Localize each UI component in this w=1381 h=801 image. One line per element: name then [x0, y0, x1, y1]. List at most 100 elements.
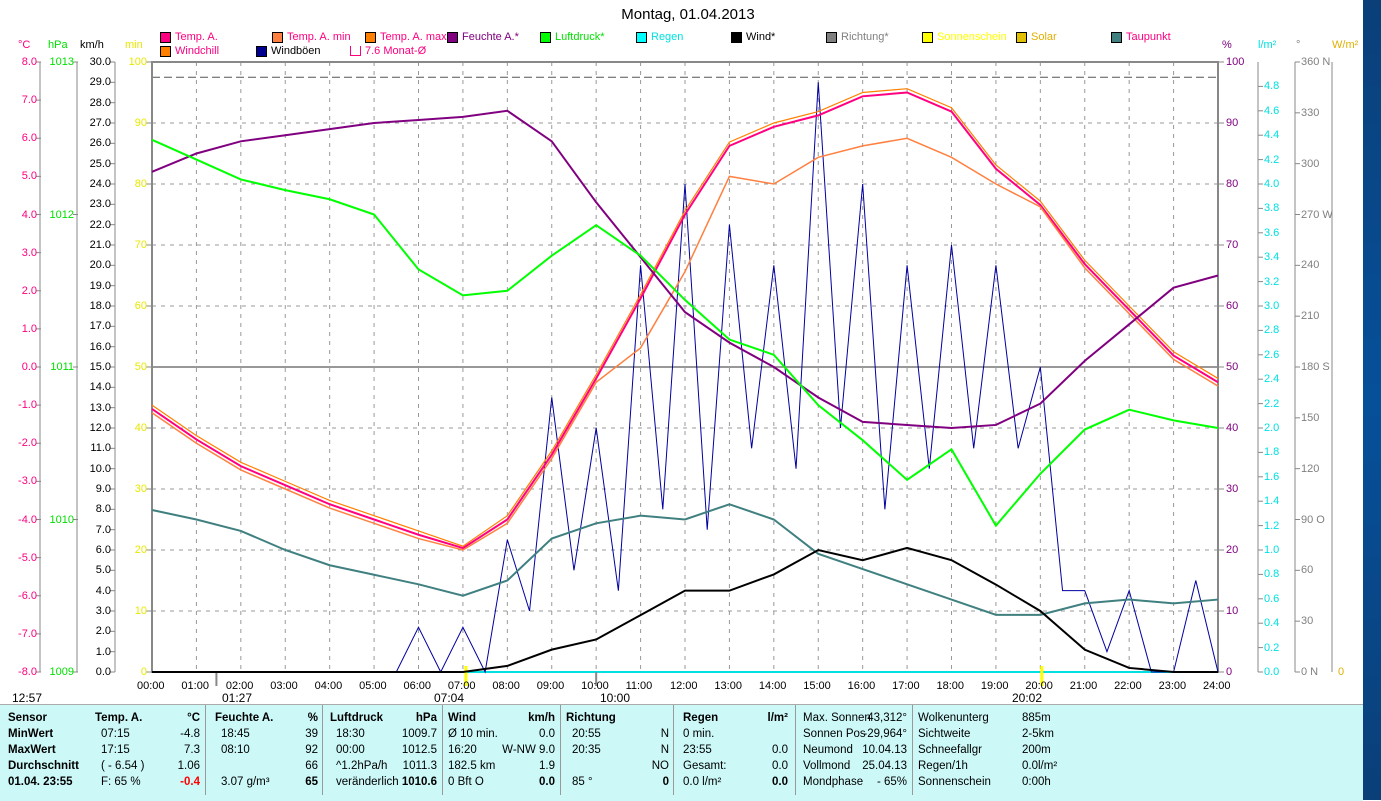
cell-label: 18:45: [221, 728, 250, 740]
series-temp-a-: [151, 91, 1219, 550]
sun-info-value: 10.04.13: [862, 744, 907, 756]
tick-label-kmh: 29.0: [89, 76, 111, 89]
tick-label-rain: 3.0: [1264, 300, 1280, 312]
tick-label-time: 22:00: [1114, 680, 1142, 692]
column-divider: [205, 705, 206, 795]
tick-label-time: 09:00: [536, 680, 565, 692]
column-unit: km/h: [528, 712, 555, 724]
tick-label-time: 17:00: [892, 680, 920, 692]
tick-label-temp: -1.0: [18, 399, 37, 412]
cell-value: -0.4: [180, 776, 200, 788]
legend-swatch: [350, 46, 361, 56]
tick-label-min: 100: [128, 56, 147, 68]
tick-label-kmh: 15.0: [89, 361, 111, 373]
tick-label-temp: 3.0: [21, 246, 37, 259]
tick-label-time: 15:00: [803, 680, 831, 692]
weather-info-label: Wolkenunterg: [918, 712, 989, 724]
column-unit: l/m²: [767, 712, 788, 724]
cell-value: 0.0: [539, 728, 555, 740]
chart-title: Montag, 01.04.2013: [621, 6, 755, 23]
tick-label-kmh: 3.0: [95, 605, 111, 617]
legend-label: Solar: [1031, 31, 1057, 43]
legend-item: Solar: [1016, 31, 1057, 43]
weather-info-value: 0.0l/m²: [1022, 760, 1058, 772]
tick-label-min: 20: [134, 544, 147, 556]
tick-label-rain: 3.8: [1264, 202, 1280, 215]
tick-label-kmh: 13.0: [89, 401, 111, 414]
cell-value: -4.8: [180, 728, 200, 740]
cell-label: 85 °: [572, 776, 593, 788]
tick-label-deg: 0 N: [1301, 666, 1319, 678]
tick-label-kmh: 5.0: [95, 564, 111, 577]
tick-label-min: 30: [134, 483, 147, 495]
legend-label: Regen: [651, 31, 684, 43]
tick-label-kmh: 22.0: [89, 218, 111, 231]
tick-label-kmh: 20.0: [89, 259, 111, 272]
tick-label-kmh: 8.0: [95, 503, 111, 516]
cell-label: F: 65 %: [101, 776, 141, 788]
tick-label-deg: 360 N: [1301, 56, 1331, 68]
tick-label-deg: 150: [1301, 411, 1320, 424]
legend-label: Richtung*: [841, 31, 889, 43]
tick-label-rain: 4.6: [1264, 104, 1280, 117]
tick-label-pct: 50: [1226, 361, 1239, 373]
tick-label-rain: 4.8: [1264, 80, 1280, 93]
tick-label-min: 80: [134, 178, 147, 190]
sun-marker: 20:02: [1012, 691, 1043, 705]
column-header: Richtung: [566, 712, 616, 724]
tick-label-kmh: 6.0: [95, 544, 111, 556]
column-header: Regen: [683, 712, 719, 724]
cell-label: ^1.2hPa/h: [336, 760, 388, 772]
tick-label-pct: 90: [1226, 117, 1239, 129]
legend-item: Wind*: [731, 31, 775, 43]
tick-label-kmh: 2.0: [95, 625, 111, 638]
tick-label-time: 01:00: [181, 680, 209, 692]
unit-solar: W/m²: [1332, 39, 1359, 51]
sun-info-label: Sonnen Pos: [803, 728, 866, 740]
legend-label: Windchill: [175, 45, 220, 57]
cell-label: Gesamt:: [683, 760, 727, 772]
tick-label-deg: 240: [1301, 259, 1320, 272]
tick-label-kmh: 28.0: [89, 96, 111, 109]
legend-swatch: [826, 31, 837, 43]
legend-swatch: [365, 31, 376, 43]
tick-label-kmh: 30.0: [89, 56, 111, 68]
tick-label-time: 10:00: [581, 680, 609, 692]
legend-swatch: [922, 31, 933, 43]
tick-label-temp: 8.0: [21, 56, 37, 68]
legend-item: Regen: [636, 31, 683, 43]
column-divider: [560, 705, 561, 795]
tick-label-rain: 1.4: [1264, 495, 1280, 508]
weather-chart: [36, 61, 1333, 686]
column-unit: hPa: [415, 712, 437, 724]
cell-value: 66: [305, 760, 318, 772]
tick-label-pct: 60: [1226, 300, 1239, 312]
cell-value: 92: [305, 744, 318, 756]
cell-label: 23:55: [683, 744, 712, 756]
cell-label: 08:10: [221, 744, 250, 756]
legend-label: Temp. A. min: [287, 31, 351, 43]
weather-info-value: 0:00h: [1022, 776, 1051, 788]
tick-label-solar: 0: [1338, 666, 1345, 678]
legend-item: Windchill: [160, 45, 219, 57]
tick-label-pct: 70: [1226, 239, 1239, 251]
sensor-row-label: MaxWert: [8, 744, 56, 756]
tick-label-time: 11:00: [625, 680, 653, 692]
cell-value: 39: [305, 728, 318, 740]
series-temp-a-max: [151, 88, 1219, 547]
tick-label-temp: -8.0: [18, 666, 37, 678]
tick-label-kmh: 24.0: [89, 178, 111, 190]
tick-label-temp: -4.0: [18, 513, 37, 526]
cell-value: 1010.6: [401, 776, 437, 788]
tick-label-kmh: 25.0: [89, 157, 111, 170]
tick-label-temp: -2.0: [18, 437, 37, 450]
tick-label-rain: 3.2: [1264, 275, 1280, 288]
cell-label: 00:00: [336, 744, 365, 756]
cell-value: W-NW 9.0: [502, 744, 555, 756]
tick-label-rain: 2.6: [1264, 348, 1280, 361]
sun-info-value: 25.04.13: [862, 760, 907, 772]
tick-label-deg: 270 W: [1301, 208, 1333, 221]
legend-item: Temp. A.: [160, 31, 218, 43]
tick-label-temp: 5.0: [21, 170, 37, 183]
tick-label-deg: 90 O: [1301, 513, 1325, 526]
